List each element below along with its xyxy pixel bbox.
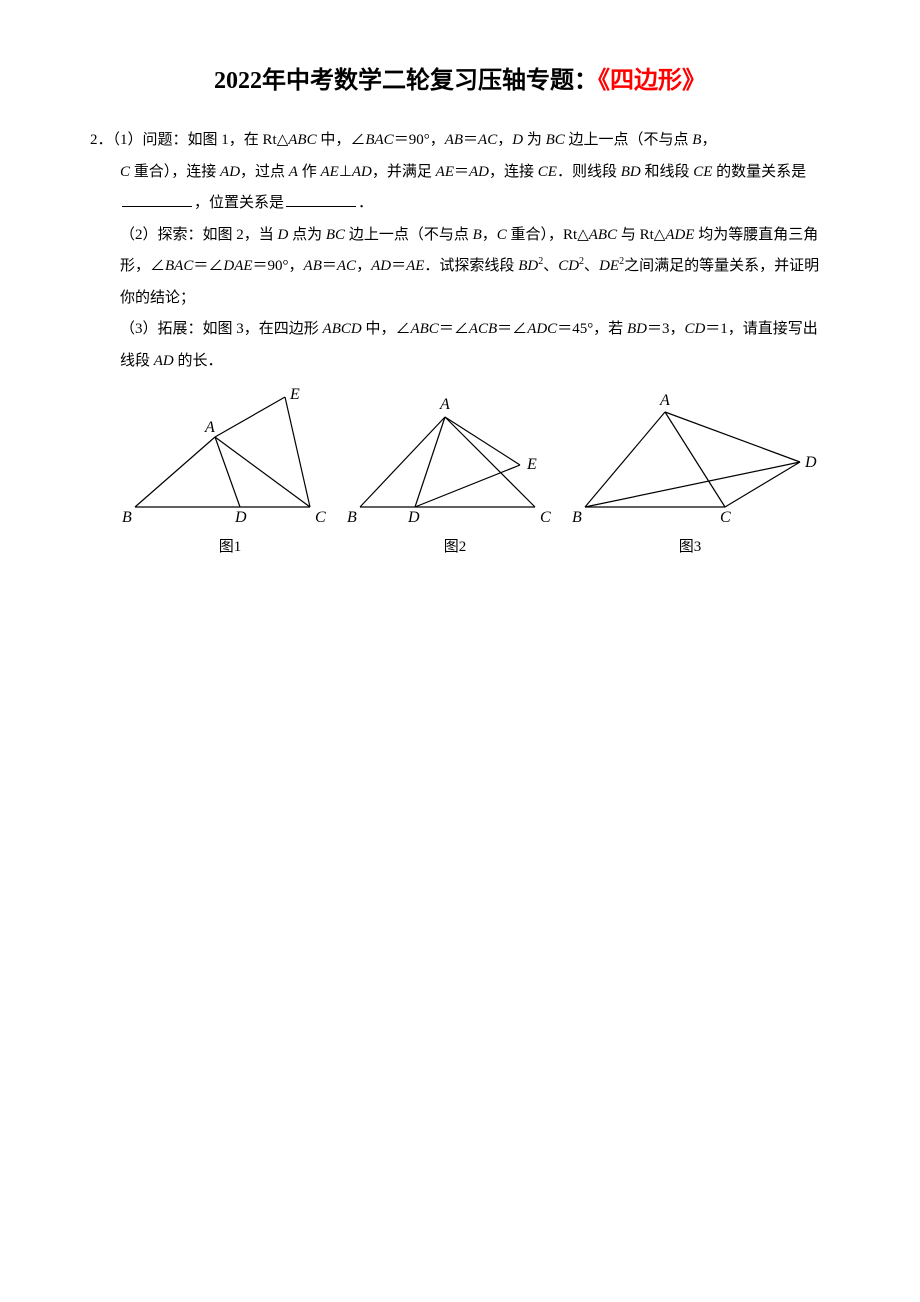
- figure-2-caption: 图2: [444, 532, 467, 564]
- svg-text:A: A: [439, 396, 450, 413]
- svg-text:A: A: [659, 392, 670, 409]
- svg-text:C: C: [720, 509, 731, 526]
- figure-3: BCAD 图3: [570, 387, 810, 564]
- part1-cont: C 重合），连接 AD，过点 A 作 AE⊥AD，并满足 AE＝AD，连接 CE…: [90, 157, 830, 220]
- svg-text:D: D: [804, 454, 817, 471]
- svg-text:A: A: [204, 419, 215, 436]
- problem-number: 2．: [90, 132, 113, 148]
- blank-2: [286, 189, 356, 207]
- page-title: 2022年中考数学二轮复习压轴专题：《四边形》: [90, 60, 830, 95]
- svg-text:E: E: [526, 456, 537, 473]
- part3: （3）拓展：如图 3，在四边形 ABCD 中，∠ABC＝∠ACB＝∠ADC＝45…: [90, 314, 830, 377]
- figure-1-svg: B C D A E: [120, 387, 340, 527]
- figure-1-caption: 图1: [219, 532, 242, 564]
- svg-text:C: C: [540, 509, 551, 526]
- svg-text:D: D: [407, 509, 420, 526]
- part2: （2）探索：如图 2，当 D 点为 BC 边上一点（不与点 B，C 重合），Rt…: [90, 220, 830, 315]
- figure-3-svg: BCAD: [570, 387, 810, 527]
- part1-label: （1）问题：: [113, 132, 188, 148]
- title-highlight: 《四边形》: [598, 68, 706, 94]
- svg-text:B: B: [347, 509, 357, 526]
- figure-1: B C D A E 图1: [120, 387, 340, 564]
- svg-text:D: D: [234, 509, 247, 526]
- figure-3-caption: 图3: [679, 532, 702, 564]
- title-prefix: 2022年中考数学二轮复习压轴专题：: [214, 68, 598, 94]
- part3-label: （3）拓展：: [120, 321, 203, 337]
- svg-text:B: B: [122, 509, 132, 526]
- figures-container: B C D A E 图1 B C D A E 图2 B C A D 图3: [90, 387, 830, 564]
- figure-2: B C D A E 图2: [345, 387, 565, 564]
- svg-text:C: C: [315, 509, 326, 526]
- svg-text:B: B: [572, 509, 582, 526]
- figure-2-svg: B C D A E: [345, 387, 565, 527]
- part1: 2．（1）问题：如图 1，在 Rt△ABC 中，∠BAC＝90°，AB＝AC，D…: [90, 125, 830, 157]
- part2-label: （2）探索：: [120, 227, 203, 243]
- svg-text:E: E: [289, 386, 300, 403]
- problem-content: 2．（1）问题：如图 1，在 Rt△ABC 中，∠BAC＝90°，AB＝AC，D…: [90, 125, 830, 564]
- blank-1: [122, 189, 192, 207]
